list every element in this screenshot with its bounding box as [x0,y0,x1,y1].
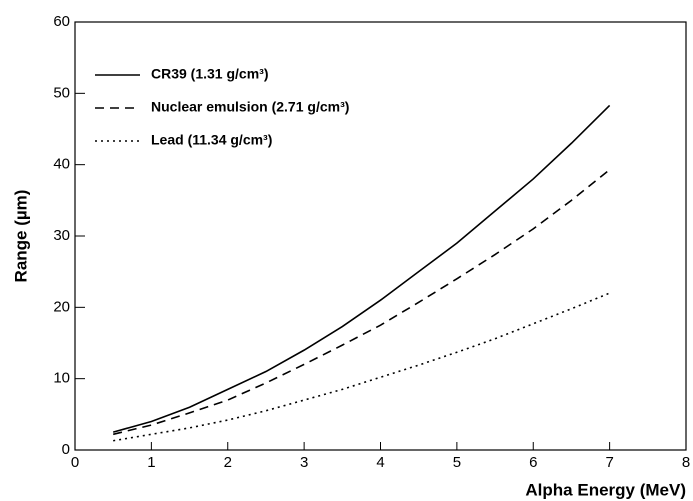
legend-label: Lead (11.34 g/cm³) [151,132,272,148]
x-tick-label: 0 [71,454,79,471]
x-tick-label: 8 [682,454,690,471]
x-tick-label: 1 [147,454,155,471]
x-tick-label: 5 [453,454,461,471]
y-tick-label: 60 [53,13,70,30]
y-tick-label: 20 [53,298,70,315]
x-tick-label: 3 [300,454,308,471]
series-line [113,292,610,442]
series-line [112,104,611,433]
x-axis-label: Alpha Energy (MeV) [525,480,686,499]
y-tick-label: 30 [53,227,70,244]
x-tick-label: 6 [529,454,537,471]
y-tick-label: 50 [53,84,70,101]
legend-label: CR39 (1.31 g/cm³) [151,66,268,82]
y-axis-label: Range (µm) [11,190,30,283]
y-tick-label: 10 [53,370,70,387]
legend-label: Nuclear emulsion (2.71 g/cm³) [151,99,349,115]
series-line [112,169,611,436]
y-tick-label: 0 [62,441,70,458]
x-tick-label: 7 [605,454,613,471]
x-tick-label: 2 [224,454,232,471]
plot-frame [74,21,687,451]
y-tick-label: 40 [53,156,70,173]
x-tick-label: 4 [376,454,384,471]
